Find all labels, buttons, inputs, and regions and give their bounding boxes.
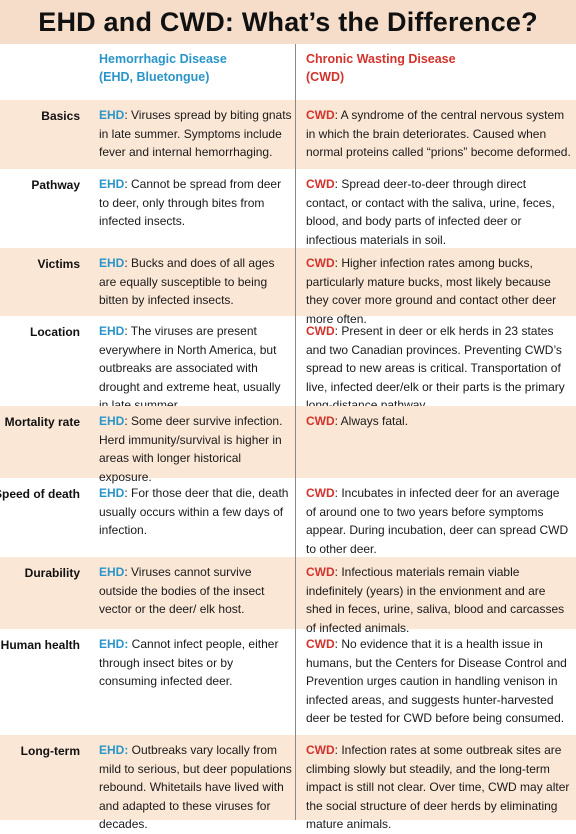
cwd-text: : Higher infection rates among bucks, pa…	[306, 256, 557, 326]
ehd-text: Cannot infect people, either through ins…	[99, 637, 279, 688]
ehd-text: : Some deer survive infection. Herd immu…	[99, 414, 283, 484]
ehd-cell: EHD: Viruses spread by biting gnats in l…	[99, 106, 292, 162]
cwd-tag: CWD	[306, 565, 335, 579]
ehd-tag: EHD	[99, 177, 125, 191]
cwd-cell: CWD: Infection rates at some outbreak si…	[306, 741, 571, 834]
cwd-text: : No evidence that it is a health issue …	[306, 637, 567, 725]
ehd-text: : Cannot be spread from deer to deer, on…	[99, 177, 282, 228]
row-label: Pathway	[31, 178, 80, 192]
cwd-cell: CWD: Always fatal.	[306, 412, 571, 431]
row-label: Durability	[24, 566, 80, 580]
cwd-cell: CWD: Higher infection rates among bucks,…	[306, 254, 571, 328]
cwd-text: : A syndrome of the central nervous syst…	[306, 108, 571, 159]
row-label: Victims	[37, 257, 80, 271]
row-label: Long-term	[20, 744, 80, 758]
cwd-column-header: Chronic Wasting Disease (CWD)	[306, 50, 456, 86]
cwd-cell: CWD: Infectious materials remain viable …	[306, 563, 571, 637]
row-durability: Durability EHD: Viruses cannot survive o…	[0, 557, 576, 635]
ehd-tag: EHD:	[99, 743, 129, 757]
ehd-tag: EHD	[99, 565, 125, 579]
ehd-text: : The viruses are present everywhere in …	[99, 324, 281, 412]
ehd-cell: EHD: Cannot infect people, either throug…	[99, 635, 292, 691]
ehd-header-line2: (EHD, Bluetongue)	[99, 70, 210, 84]
cwd-header-line2: (CWD)	[306, 70, 345, 84]
row-speed-of-death: Speed of death EHD: For those deer that …	[0, 478, 576, 557]
cwd-text: : Always fatal.	[334, 414, 409, 428]
row-label: Speed of death	[0, 487, 80, 501]
cwd-tag: CWD	[306, 743, 335, 757]
cwd-text: : Infection rates at some outbreak sites…	[306, 743, 570, 831]
cwd-text: : Present in deer or elk herds in 23 sta…	[306, 324, 565, 412]
cwd-tag: CWD	[306, 177, 335, 191]
cwd-tag: CWD	[306, 256, 335, 270]
row-label: Mortality rate	[4, 415, 80, 429]
ehd-tag: EHD	[99, 108, 125, 122]
ehd-header-line1: Hemorrhagic Disease	[99, 52, 227, 66]
ehd-tag: EHD:	[99, 637, 129, 651]
cwd-text: : Spread deer-to-deer through direct con…	[306, 177, 555, 247]
ehd-tag: EHD	[99, 324, 125, 338]
row-label: Basics	[41, 109, 80, 123]
cwd-text: : Incubates in infected deer for an aver…	[306, 486, 569, 556]
ehd-cell: EHD: The viruses are present everywhere …	[99, 322, 292, 415]
cwd-text: : Infectious materials remain viable ind…	[306, 565, 565, 635]
ehd-cell: EHD: Viruses cannot survive outside the …	[99, 563, 292, 619]
cwd-tag: CWD	[306, 108, 335, 122]
ehd-text: Outbreaks vary locally from mild to seri…	[99, 743, 292, 831]
row-long-term: Long-term EHD: Outbreaks vary locally fr…	[0, 735, 576, 831]
cwd-header-line1: Chronic Wasting Disease	[306, 52, 456, 66]
ehd-cell: EHD: Some deer survive infection. Herd i…	[99, 412, 292, 486]
row-victims: Victims EHD: Bucks and does of all ages …	[0, 248, 576, 326]
column-divider	[295, 44, 296, 820]
row-pathway: Pathway EHD: Cannot be spread from deer …	[0, 169, 576, 248]
row-label: Human health	[0, 638, 80, 652]
ehd-text: : For those deer that die, death usually…	[99, 486, 289, 537]
cwd-tag: CWD	[306, 486, 335, 500]
row-human-health: Human health EHD: Cannot infect people, …	[0, 629, 576, 735]
ehd-text: : Bucks and does of all ages are equally…	[99, 256, 275, 307]
ehd-text: : Viruses spread by biting gnats in late…	[99, 108, 292, 159]
cwd-tag: CWD	[306, 414, 335, 428]
page-title: EHD and CWD: What’s the Difference?	[0, 0, 576, 44]
ehd-cell: EHD: Cannot be spread from deer to deer,…	[99, 175, 292, 231]
cwd-cell: CWD: Incubates in infected deer for an a…	[306, 484, 571, 558]
cwd-tag: CWD	[306, 324, 335, 338]
ehd-tag: EHD	[99, 486, 125, 500]
ehd-cell: EHD: Bucks and does of all ages are equa…	[99, 254, 292, 310]
cwd-cell: CWD: Present in deer or elk herds in 23 …	[306, 322, 571, 415]
ehd-tag: EHD	[99, 256, 125, 270]
cwd-tag: CWD	[306, 637, 335, 651]
cwd-cell: CWD: No evidence that it is a health iss…	[306, 635, 571, 728]
row-location: Location EHD: The viruses are present ev…	[0, 316, 576, 412]
ehd-text: : Viruses cannot survive outside the bod…	[99, 565, 265, 616]
cwd-cell: CWD: Spread deer-to-deer through direct …	[306, 175, 571, 249]
ehd-cell: EHD: For those deer that die, death usua…	[99, 484, 292, 540]
ehd-tag: EHD	[99, 414, 125, 428]
row-basics: Basics EHD: Viruses spread by biting gna…	[0, 100, 576, 169]
cwd-cell: CWD: A syndrome of the central nervous s…	[306, 106, 571, 162]
row-label: Location	[30, 325, 80, 339]
ehd-column-header: Hemorrhagic Disease (EHD, Bluetongue)	[99, 50, 227, 86]
row-mortality-rate: Mortality rate EHD: Some deer survive in…	[0, 406, 576, 484]
